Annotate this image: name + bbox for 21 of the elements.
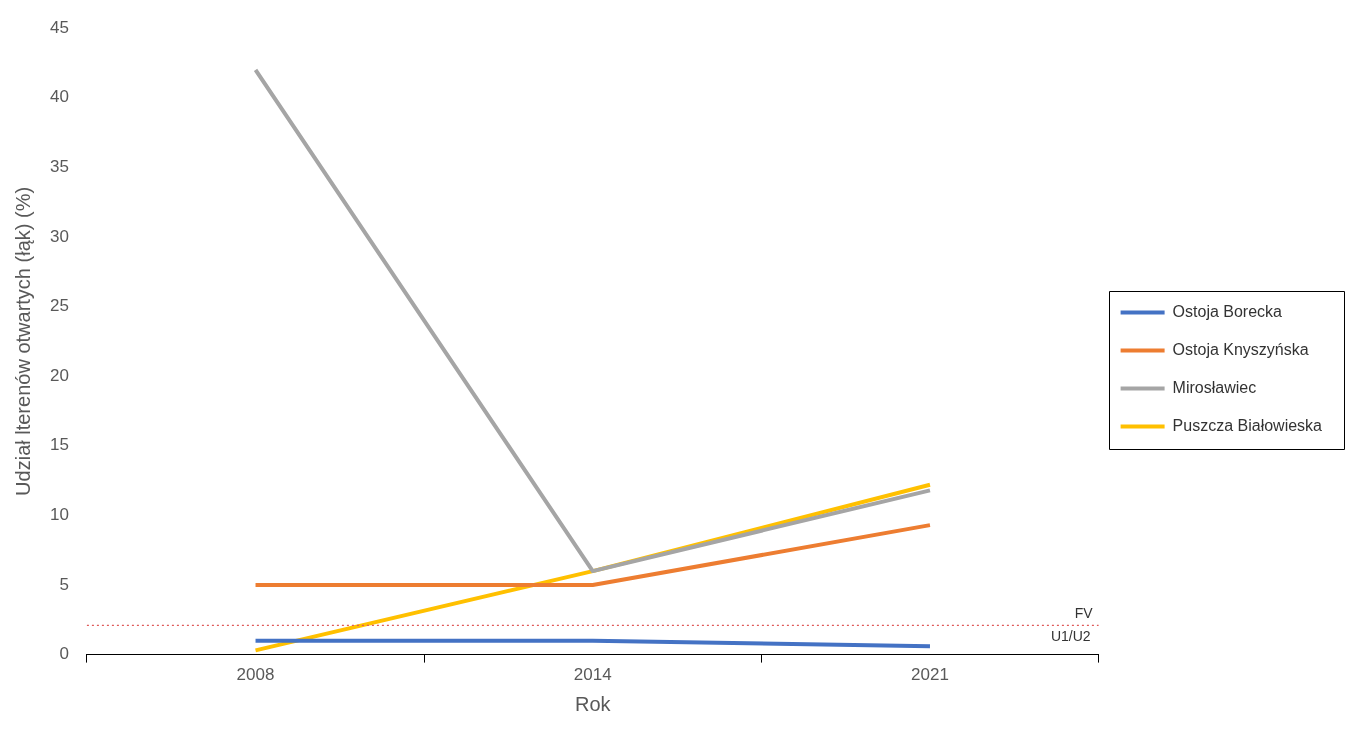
x-axis-title: Rok xyxy=(574,692,612,715)
y-tick-label: 45 xyxy=(49,17,69,37)
x-tick-label: 2008 xyxy=(236,665,275,685)
y-tick-label: 30 xyxy=(49,226,69,246)
y-tick-label: 40 xyxy=(49,87,69,107)
annotation: U1/U2 xyxy=(1050,628,1091,645)
y-axis-title: Udział lterenów otwartych (łąk) (%) xyxy=(11,186,34,496)
x-tick-label: 2021 xyxy=(911,665,949,685)
x-tick-label: 2014 xyxy=(573,665,612,685)
legend-label: Ostoja Knyszyńska xyxy=(1172,340,1309,358)
y-tick-label: 0 xyxy=(59,644,69,664)
legend-label: Ostoja Borecka xyxy=(1172,302,1283,320)
ref-line-label: FV xyxy=(1074,605,1094,622)
y-tick-label: 15 xyxy=(49,435,69,455)
y-tick-label: 20 xyxy=(49,365,69,385)
y-tick-label: 10 xyxy=(49,505,69,525)
legend-label: Puszcza Białowieska xyxy=(1172,416,1323,434)
y-tick-label: 35 xyxy=(49,157,69,177)
y-tick-label: 25 xyxy=(49,296,69,316)
legend-label: Mirosławiec xyxy=(1172,378,1257,396)
y-tick-label: 5 xyxy=(59,574,69,594)
